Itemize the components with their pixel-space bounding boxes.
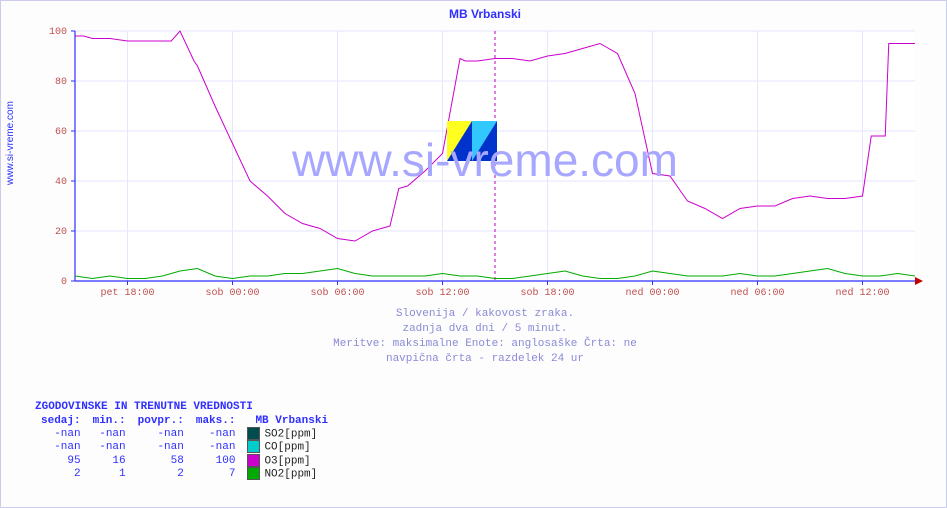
legend-col: povpr.: (132, 415, 190, 427)
legend-cell: -nan (87, 440, 132, 453)
caption-line: Meritve: maksimalne Enote: anglosaške Čr… (35, 337, 935, 352)
legend-series-label: SO2[ppm] (264, 428, 317, 440)
legend-series-cell: O3[ppm] (241, 454, 334, 467)
svg-text:0: 0 (61, 277, 67, 288)
svg-text:sob 12:00: sob 12:00 (415, 287, 469, 299)
legend-cell: 100 (190, 454, 242, 467)
legend-cell: -nan (190, 427, 242, 440)
legend-cell: 2 (35, 467, 87, 480)
legend-series-cell: NO2[ppm] (241, 467, 334, 480)
svg-text:ned 00:00: ned 00:00 (625, 287, 679, 299)
legend-swatch (247, 427, 260, 440)
caption-line: zadnja dva dni / 5 minut. (35, 322, 935, 337)
legend-cell: 58 (132, 454, 190, 467)
legend-cell: -nan (132, 440, 190, 453)
legend-series-cell: CO[ppm] (241, 440, 334, 453)
legend-swatch (247, 454, 260, 467)
legend-series-label: NO2[ppm] (264, 469, 317, 481)
svg-text:ned 06:00: ned 06:00 (730, 287, 784, 299)
legend-heading: ZGODOVINSKE IN TRENUTNE VREDNOSTI (35, 401, 915, 413)
chart-area: MB Vrbanski 0 20 40 60 80 100 pet 18:00 sob 00:… (35, 7, 935, 387)
svg-text:40: 40 (55, 177, 67, 188)
legend-row: -nan-nan-nan-nanSO2[ppm] (35, 427, 334, 440)
legend-cell: 2 (132, 467, 190, 480)
legend-col: min.: (87, 415, 132, 427)
svg-text:sob 00:00: sob 00:00 (205, 287, 259, 299)
line-chart: 0 20 40 60 80 100 pet 18:00 sob 00:00 sob 06:00 s… (35, 21, 935, 301)
legend-cell: -nan (35, 440, 87, 453)
svg-text:20: 20 (55, 227, 67, 238)
svg-text:100: 100 (49, 27, 67, 38)
svg-text:80: 80 (55, 77, 67, 88)
legend-col-series: MB Vrbanski (241, 415, 334, 427)
legend-cell: 95 (35, 454, 87, 467)
svg-text:sob 18:00: sob 18:00 (520, 287, 574, 299)
legend-row: -nan-nan-nan-nanCO[ppm] (35, 440, 334, 453)
legend-cell: -nan (190, 440, 242, 453)
legend-series-label: O3[ppm] (264, 455, 310, 467)
y-axis-outer-label-text: www.si-vreme.com (5, 171, 16, 185)
caption-line: Slovenija / kakovost zraka. (35, 307, 935, 322)
legend-block: ZGODOVINSKE IN TRENUTNE VREDNOSTI sedaj:… (35, 401, 915, 481)
legend-series-cell: SO2[ppm] (241, 427, 334, 440)
legend-row: 951658100 O3[ppm] (35, 454, 334, 467)
legend-col: maks.: (190, 415, 242, 427)
chart-frame: www.si-vreme.com MB Vrbanski 02040608010… (0, 0, 947, 508)
legend-cell: -nan (87, 427, 132, 440)
y-axis-outer-label: www.si-vreme.com (5, 171, 19, 321)
legend-cell: 16 (87, 454, 132, 467)
legend-cell: 1 (87, 467, 132, 480)
svg-text:pet 18:00: pet 18:00 (100, 288, 154, 299)
chart-title: MB Vrbanski (35, 7, 935, 21)
chart-captions: Slovenija / kakovost zraka.zadnja dva dn… (35, 307, 935, 366)
legend-cell: -nan (35, 427, 87, 440)
legend-swatch (247, 440, 260, 453)
legend-table: sedaj:min.:povpr.:maks.:MB Vrbanski -nan… (35, 415, 334, 481)
legend-swatch (247, 467, 260, 480)
svg-text:ned 12:00: ned 12:00 (835, 287, 889, 299)
legend-row: 2127NO2[ppm] (35, 467, 334, 480)
legend-cell: 7 (190, 467, 242, 480)
svg-text:60: 60 (55, 127, 67, 138)
legend-cell: -nan (132, 427, 190, 440)
legend-series-label: CO[ppm] (264, 442, 310, 454)
legend-col: sedaj: (35, 415, 87, 427)
caption-line: navpična črta - razdelek 24 ur (35, 352, 935, 367)
svg-text:sob 06:00: sob 06:00 (310, 287, 364, 299)
